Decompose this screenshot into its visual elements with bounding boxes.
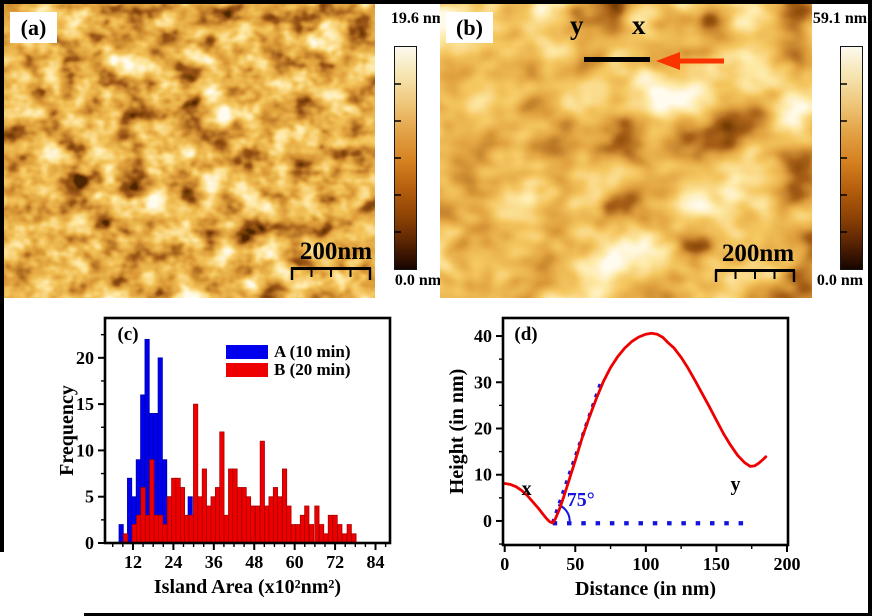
profile-line-segment xyxy=(584,57,650,62)
scalebar-b-text: 200nm xyxy=(721,240,795,267)
afm-image-b: (b) y x 200nm xyxy=(440,4,812,298)
panel-a-label: (a) xyxy=(10,12,57,43)
colorbar-a-min: 0.0 nm xyxy=(394,272,442,289)
profile-marker-x: x xyxy=(632,10,646,40)
svg-text:B (20 min): B (20 min) xyxy=(274,360,351,379)
afm-texture-b xyxy=(440,4,812,298)
svg-text:A (10 min): A (10 min) xyxy=(274,342,351,361)
svg-text:0: 0 xyxy=(500,554,509,574)
svg-text:36: 36 xyxy=(205,552,223,572)
svg-text:(c): (c) xyxy=(117,324,138,345)
svg-text:30: 30 xyxy=(474,372,492,392)
scalebar-b-ruler xyxy=(714,269,796,282)
colorbar-a-max: 19.6 nm xyxy=(390,10,446,27)
panel-b-label-text: (b) xyxy=(456,15,483,40)
colorbar-a xyxy=(394,46,417,270)
svg-text:84: 84 xyxy=(367,552,385,572)
svg-text:15: 15 xyxy=(76,394,94,414)
svg-text:200: 200 xyxy=(774,554,801,574)
svg-text:20: 20 xyxy=(474,418,492,438)
histogram-chart: 12 24 36 48 60 72 84 0 5 10 15 20 Island Area (x10²n… xyxy=(56,316,392,598)
colorbar-a-ticks xyxy=(394,83,401,233)
svg-text:Frequency: Frequency xyxy=(56,385,78,476)
svg-text:(d): (d) xyxy=(514,324,537,345)
svg-text:x: x xyxy=(522,478,532,500)
profile-chart: 0 50 100 150 200 0 10 20 30 40 Distance (in nm) Hei… xyxy=(446,316,801,600)
svg-text:12: 12 xyxy=(124,552,142,572)
svg-text:10: 10 xyxy=(474,465,492,485)
svg-text:0: 0 xyxy=(85,533,94,553)
profile-marker-y: y xyxy=(570,10,584,40)
figure-border-bottom xyxy=(84,613,872,616)
svg-text:100: 100 xyxy=(632,554,659,574)
afm-image-a: (a) 200nm xyxy=(4,4,375,298)
svg-text:10: 10 xyxy=(76,440,94,460)
scalebar-a-ruler xyxy=(290,267,372,280)
red-arrow-icon xyxy=(656,52,724,70)
svg-text:5: 5 xyxy=(85,487,94,507)
colorbar-b-ticks xyxy=(840,83,847,233)
afm-texture-a xyxy=(4,4,375,298)
panel-a-label-text: (a) xyxy=(20,15,47,40)
figure-border-right xyxy=(868,0,872,616)
svg-text:40: 40 xyxy=(474,326,492,346)
svg-text:0: 0 xyxy=(483,511,492,531)
svg-text:y: y xyxy=(731,473,741,495)
scalebar-a-text: 200nm xyxy=(299,238,373,265)
svg-text:Distance (in nm): Distance (in nm) xyxy=(575,578,716,600)
svg-text:Height (in nm): Height (in nm) xyxy=(446,369,468,495)
svg-text:Island Area (x10²nm²): Island Area (x10²nm²) xyxy=(154,576,341,598)
svg-text:24: 24 xyxy=(164,552,182,572)
svg-text:50: 50 xyxy=(566,554,584,574)
panel-b-label: (b) xyxy=(446,12,493,43)
svg-text:150: 150 xyxy=(703,554,730,574)
svg-text:20: 20 xyxy=(76,348,94,368)
svg-text:72: 72 xyxy=(326,552,344,572)
figure-border-left xyxy=(0,0,4,552)
svg-text:48: 48 xyxy=(245,552,263,572)
colorbar-b-max: 59.1 nm xyxy=(812,10,868,27)
svg-text:60: 60 xyxy=(286,552,304,572)
colorbar-b xyxy=(840,46,863,270)
figure-border-top xyxy=(0,0,872,4)
colorbar-b-min: 0.0 nm xyxy=(816,272,864,289)
svg-text:75°: 75° xyxy=(567,489,595,511)
